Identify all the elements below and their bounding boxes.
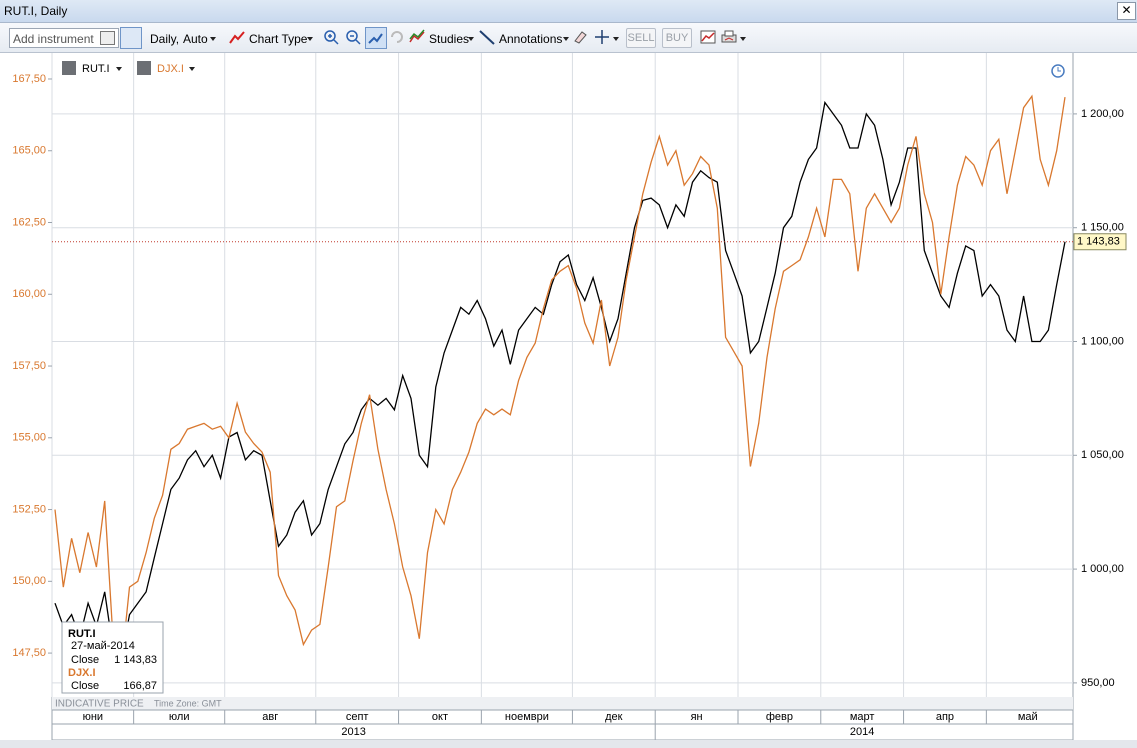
x-tick-label: окт [432, 711, 448, 723]
reset-zoom[interactable] [389, 29, 405, 45]
dropdown-arrow[interactable] [210, 37, 216, 41]
tooltip-value: 166,87 [123, 680, 157, 692]
legend: RUT.I DJX.I [62, 61, 195, 75]
chart-type-icon[interactable] [229, 29, 245, 45]
last-value-box [1073, 233, 1127, 251]
price-type: INDICATIVE PRICE [55, 699, 144, 710]
y2-tick-label: 1 150,00 [1081, 222, 1124, 234]
pan-tool[interactable] [365, 27, 387, 49]
footer-strip [52, 697, 1073, 710]
input-placeholder: Add instrument [13, 32, 94, 46]
x-tick-label: март [850, 711, 875, 723]
y2-tick-label: 1 050,00 [1081, 449, 1124, 461]
x-tick-label: дек [605, 711, 623, 723]
zoom-out[interactable] [345, 29, 361, 45]
tooltip-name: DJX.I [68, 667, 96, 679]
y2-tick-label: 950,00 [1081, 677, 1115, 689]
annotations-menu[interactable]: Annotations [499, 32, 563, 46]
scale-label[interactable]: Auto [183, 32, 208, 46]
print-icon[interactable] [721, 29, 737, 45]
tooltip-field: Close [71, 680, 99, 692]
legend-icon [137, 61, 151, 75]
tooltip-field: Close [71, 654, 99, 666]
scrollbar[interactable] [0, 740, 1137, 748]
x-axis-panel [51, 709, 1074, 741]
y-tick-label: 157,50 [12, 360, 46, 372]
legend-icon [62, 61, 76, 75]
y-tick-label: 147,50 [12, 647, 46, 659]
y2-tick-label: 1 100,00 [1081, 335, 1124, 347]
y-tick-label: 155,00 [12, 432, 46, 444]
x-tick-label: ноември [505, 711, 549, 723]
y2-tick-label: 1 200,00 [1081, 108, 1124, 120]
clock-hands [1057, 67, 1061, 72]
legend-entry[interactable]: DJX.I [157, 63, 184, 75]
chart-background [0, 52, 1137, 748]
y-tick-label: 160,00 [12, 288, 46, 300]
tooltip-box [61, 621, 164, 694]
close-button[interactable]: ✕ [1117, 2, 1136, 20]
tooltip-date: 27-май-2014 [71, 640, 135, 652]
annotations-icon[interactable] [479, 29, 495, 45]
instrument-input[interactable]: Add instrument [9, 28, 119, 48]
year-label: 2014 [850, 726, 874, 738]
x-tick-label: авг [262, 711, 278, 723]
last-value-label: 1 143,83 [1077, 236, 1120, 248]
zoom-in[interactable] [323, 29, 339, 45]
y-tick-label: 165,00 [12, 145, 46, 157]
eraser-icon[interactable] [572, 29, 588, 45]
buy-button[interactable]: BUY [662, 28, 692, 48]
dropdown-arrow[interactable] [740, 37, 746, 41]
tooltip-value: 1 143,83 [114, 654, 157, 666]
studies-icon[interactable] [409, 29, 425, 45]
time-zone: Time Zone: GMT [154, 698, 222, 708]
window-title: RUT.I, Daily [4, 4, 68, 18]
keyboard-icon[interactable] [100, 31, 115, 45]
y-tick-label: 152,50 [12, 503, 46, 515]
chart-type-menu[interactable]: Chart Type [249, 32, 308, 46]
y-tick-label: 150,00 [12, 575, 46, 587]
y-tick-label: 162,50 [12, 216, 46, 228]
x-tick-label: февр [766, 711, 793, 723]
legend-dropdown[interactable] [189, 67, 195, 71]
tooltip-name: RUT.I [68, 628, 96, 640]
y2-tick-label: 1 000,00 [1081, 563, 1124, 575]
series-line [54, 94, 1066, 668]
dropdown-arrow[interactable] [613, 37, 619, 41]
series-line [54, 100, 1066, 662]
year-label: 2013 [341, 726, 365, 738]
dropdown-arrow[interactable] [468, 37, 474, 41]
toolbar: Add instrument Daily, Auto Chart Type St… [0, 23, 1137, 53]
legend-entry[interactable]: RUT.I [82, 63, 110, 75]
period-label[interactable]: Daily, [150, 32, 180, 46]
new-chart-icon[interactable] [700, 29, 716, 45]
y-tick-label: 167,50 [12, 73, 46, 85]
x-tick-label: ян [691, 711, 703, 723]
title-bar: RUT.I, Daily ✕ [0, 0, 1137, 23]
dropdown-arrow[interactable] [307, 37, 313, 41]
dropdown-arrow[interactable] [563, 37, 569, 41]
sell-button[interactable]: SELL [626, 28, 656, 48]
x-tick-label: юни [83, 711, 103, 723]
studies-menu[interactable]: Studies [429, 32, 470, 46]
legend-dropdown[interactable] [116, 67, 122, 71]
x-tick-label: май [1018, 711, 1038, 723]
x-tick-label: септ [346, 711, 369, 723]
x-tick-label: юли [169, 711, 190, 723]
studies-quick-icon[interactable] [120, 27, 142, 49]
crosshair-icon[interactable] [594, 29, 610, 45]
x-tick-label: апр [936, 711, 954, 723]
